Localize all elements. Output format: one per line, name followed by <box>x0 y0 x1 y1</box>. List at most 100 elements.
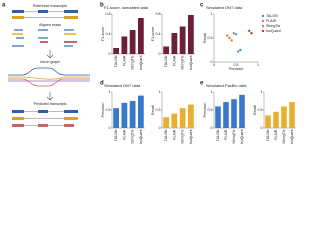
bar <box>137 18 144 54</box>
x-tick-label: IsoQuant <box>139 130 143 145</box>
x-tick-label: FLAIR <box>122 129 126 140</box>
x-axis-label: Precision <box>229 67 244 71</box>
x-tick-label: IsoQuant <box>290 130 294 145</box>
chart-title: Simulated ONT data <box>206 5 243 10</box>
x-tick-label: StringTie <box>131 130 135 144</box>
panel-label: e <box>200 81 204 87</box>
point <box>228 36 231 40</box>
x-tick-label: StringTie <box>181 130 185 144</box>
point <box>237 50 240 53</box>
legend-swatch <box>261 19 265 23</box>
bar <box>281 106 287 128</box>
y-tick-label: 0 <box>211 60 213 64</box>
legend-label: TALON <box>266 14 278 18</box>
x-tick-label: StringTie <box>181 56 185 70</box>
x-tick-label: IsoQuant <box>240 130 244 145</box>
x-tick-label: StringTie <box>131 56 135 70</box>
x-tick-label: TALON <box>114 55 118 67</box>
y-axis-label: Precision <box>203 103 207 118</box>
figure: a b c d e Reference transcripts Aligned … <box>2 3 296 145</box>
point <box>226 34 229 37</box>
legend-label: StringTie <box>266 24 280 28</box>
x-tick-label: FLAIR <box>172 129 176 140</box>
y-axis-label: Recall <box>151 105 155 115</box>
diagram-label: Predicted transcripts <box>34 102 67 106</box>
x-tick-label: TALON <box>216 129 220 141</box>
x-tick-label: 0 <box>213 63 215 67</box>
point <box>230 39 233 42</box>
y-tick-label: 0.8 <box>106 12 111 16</box>
panel-label: a <box>2 3 6 9</box>
bar <box>129 30 136 54</box>
bar <box>171 33 178 54</box>
bar <box>223 102 229 128</box>
chart-title: Simulated ONT data <box>104 83 141 88</box>
intron-graph <box>8 67 90 87</box>
bar <box>187 104 194 128</box>
bar <box>121 36 128 54</box>
x-tick-label: FLAIR <box>224 129 228 140</box>
y-tick-label: 0.5 <box>106 108 111 112</box>
panel-label: b <box>100 3 104 9</box>
x-tick-label: TALON <box>164 129 168 141</box>
bar <box>163 46 170 54</box>
y-tick-label: 0 <box>109 52 111 56</box>
y-tick-label: 0.8 <box>156 12 161 16</box>
x-tick-label: FLAIR <box>122 55 126 66</box>
point <box>239 48 242 52</box>
y-tick-label: 0 <box>211 126 213 130</box>
x-tick-label: TALON <box>164 55 168 67</box>
bar <box>113 48 120 54</box>
y-axis-label: Recall <box>203 33 207 43</box>
chart-title: Simulated PacBio data <box>206 83 247 88</box>
bar <box>179 108 186 128</box>
legend-swatch <box>261 14 265 18</box>
point <box>232 32 235 35</box>
bar <box>113 108 120 128</box>
bar <box>289 102 295 128</box>
y-tick-label: 1 <box>261 90 263 94</box>
predicted-transcripts <box>12 110 78 127</box>
y-tick-label: 0.5 <box>156 108 161 112</box>
bar <box>187 15 194 54</box>
y-axis-label: F1-score <box>151 27 155 41</box>
x-tick-label: StringTie <box>232 130 236 144</box>
x-tick-label: StringTie <box>282 130 286 144</box>
y-tick-label: 0.4 <box>106 32 111 36</box>
y-axis-label: Recall <box>253 105 257 115</box>
legend-label: FLAIR <box>266 19 277 23</box>
x-tick-label: FLAIR <box>172 55 176 66</box>
x-tick-label: IsoQuant <box>189 130 193 145</box>
legend-swatch <box>261 29 265 33</box>
x-tick-label: 0.5 <box>234 63 239 67</box>
x-tick-label: TALON <box>266 129 270 141</box>
y-tick-label: 1 <box>159 90 161 94</box>
bar <box>171 113 178 128</box>
y-tick-label: 0.5 <box>208 36 213 40</box>
diagram: Reference transcripts Aligned reads Intr… <box>8 4 90 127</box>
point <box>248 29 251 32</box>
panel-label: c <box>200 3 204 9</box>
x-tick-label: 1 <box>257 63 259 67</box>
bar <box>179 26 186 54</box>
bar <box>163 117 170 128</box>
chart-title: F1-score, simulated data <box>104 5 149 10</box>
bar <box>129 101 136 128</box>
panel-label: d <box>100 81 104 87</box>
y-tick-label: 0 <box>109 126 111 130</box>
x-tick-label: FLAIR <box>274 129 278 140</box>
aligned-reads <box>12 29 77 47</box>
y-axis-label: F1-score <box>101 27 105 41</box>
bar <box>273 111 279 128</box>
y-tick-label: 0 <box>159 52 161 56</box>
legend-label: IsoQuant <box>266 29 281 33</box>
diagram-label: Aligned reads <box>39 23 61 27</box>
y-axis-label: Precision <box>101 103 105 118</box>
y-tick-label: 0.5 <box>258 108 263 112</box>
point <box>234 32 238 36</box>
bar <box>215 106 221 128</box>
diagram-label: Intron graph <box>40 60 59 64</box>
y-tick-label: 0 <box>261 126 263 130</box>
legend-swatch <box>261 24 265 28</box>
x-tick-label: IsoQuant <box>139 56 143 71</box>
